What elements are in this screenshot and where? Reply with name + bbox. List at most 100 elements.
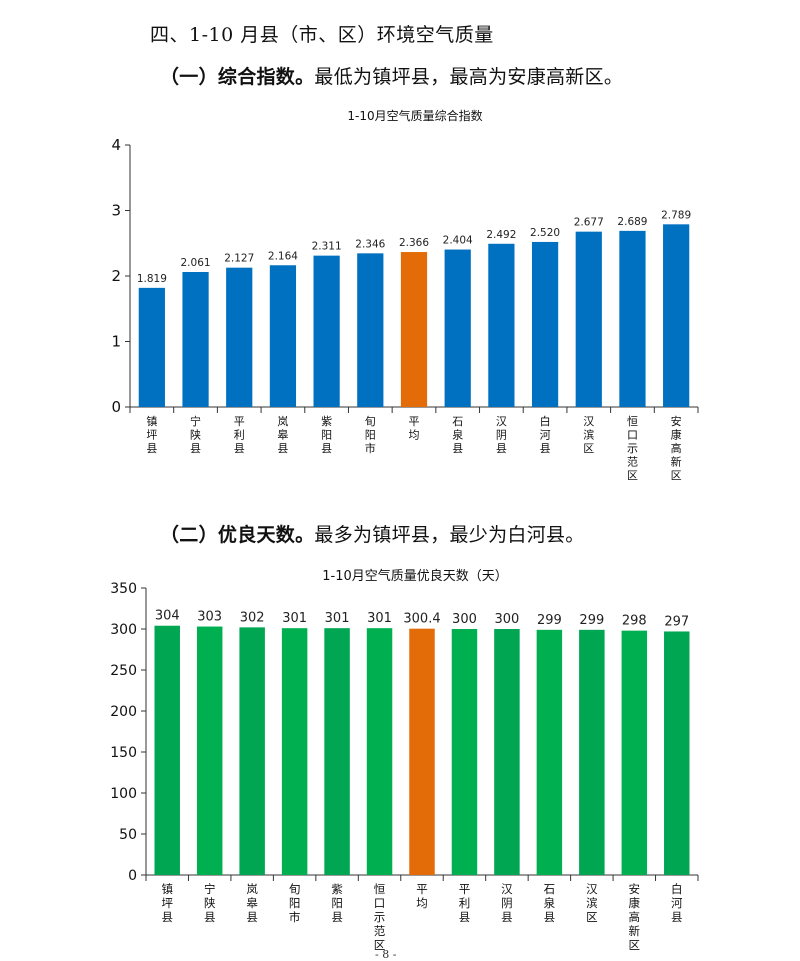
bar-12 bbox=[621, 630, 648, 875]
data-label: 2.492 bbox=[486, 229, 516, 241]
section-heading: 四、1-10 月县（市、区）环境空气质量 bbox=[150, 24, 494, 46]
composite-index-chart: 1-10月空气质量综合指数 0 1 2 3 4 1.819 镇坪县 2.061 宁陕县 2.127 平… bbox=[111, 108, 699, 482]
data-label: 2.311 bbox=[312, 241, 342, 253]
bar-13 bbox=[663, 224, 690, 407]
category-label: 石泉县 bbox=[452, 415, 463, 455]
data-label: 301 bbox=[325, 611, 350, 626]
data-label: 298 bbox=[622, 614, 647, 629]
bar-6 bbox=[366, 628, 393, 875]
category-label: 紫阳县 bbox=[331, 882, 343, 924]
y-tick-label: 50 bbox=[119, 827, 137, 843]
bar-2 bbox=[182, 272, 209, 407]
bar-11 bbox=[579, 629, 605, 875]
category-label: 平利县 bbox=[234, 415, 245, 455]
y-tick-label: 3 bbox=[111, 202, 121, 220]
data-label: 299 bbox=[537, 613, 562, 628]
y-tick-label: 350 bbox=[110, 581, 137, 597]
data-label: 2.127 bbox=[224, 253, 254, 265]
bar-9 bbox=[494, 629, 520, 875]
data-label: 300 bbox=[495, 612, 520, 627]
composite-index-text: 最低为镇坪县，最高为安康高新区。 bbox=[314, 66, 624, 88]
data-label: 302 bbox=[240, 610, 265, 625]
bar-3 bbox=[226, 267, 253, 407]
category-label: 旬阳市 bbox=[289, 882, 301, 924]
category-label: 安康高新区 bbox=[629, 882, 641, 952]
data-label: 2.404 bbox=[443, 235, 473, 247]
category-label: 岚皋县 bbox=[246, 882, 258, 924]
good-days-text: 最多为镇坪县，最少为白河县。 bbox=[314, 524, 585, 546]
y-tick-label: 0 bbox=[111, 398, 121, 416]
chart-title: 1-10月空气质量综合指数 bbox=[347, 108, 482, 123]
bar-4 bbox=[269, 265, 297, 407]
data-label: 299 bbox=[579, 613, 604, 628]
category-label: 白河县 bbox=[540, 414, 551, 455]
chart-title: 1-10月空气质量优良天数（天） bbox=[322, 568, 508, 584]
page-number: - 8 - bbox=[375, 948, 397, 961]
category-label: 汉滨区 bbox=[583, 415, 594, 455]
category-label: 恒口示范区 bbox=[374, 882, 386, 952]
data-label: 2.164 bbox=[268, 250, 298, 262]
bar-4 bbox=[281, 628, 308, 875]
data-label: 301 bbox=[282, 611, 307, 626]
data-label: 300.4 bbox=[403, 612, 440, 627]
composite-index-summary: （一）综合指数。最低为镇坪县，最高为安康高新区。 bbox=[160, 62, 623, 89]
bar-8 bbox=[451, 629, 478, 875]
bar-1 bbox=[154, 625, 180, 875]
y-tick-label: 100 bbox=[110, 786, 137, 802]
category-label: 宁陕县 bbox=[204, 882, 216, 924]
category-label: 白河县 bbox=[671, 882, 683, 924]
bar-10 bbox=[536, 629, 563, 875]
data-label: 2.520 bbox=[530, 227, 560, 239]
bar-2 bbox=[196, 626, 223, 875]
bar-11 bbox=[575, 231, 602, 407]
data-label: 303 bbox=[197, 610, 222, 625]
category-label: 石泉县 bbox=[544, 882, 556, 924]
data-label: 301 bbox=[367, 611, 392, 626]
data-label: 297 bbox=[664, 614, 689, 629]
category-label: 恒口示范区 bbox=[627, 415, 638, 482]
y-tick-label: 250 bbox=[110, 663, 137, 679]
category-label: 旬阳市 bbox=[365, 415, 376, 455]
composite-index-lead: （一）综合指数。 bbox=[160, 66, 315, 88]
bar-7 bbox=[409, 628, 435, 875]
bar-5 bbox=[313, 255, 340, 407]
data-label: 2.366 bbox=[399, 237, 429, 249]
data-label: 2.789 bbox=[661, 209, 691, 221]
category-label: 平均 bbox=[416, 882, 428, 910]
y-tick-label: 200 bbox=[110, 704, 137, 720]
bar-6 bbox=[357, 253, 384, 407]
bar-8 bbox=[444, 249, 471, 407]
data-label: 2.689 bbox=[617, 216, 647, 228]
category-label: 平利县 bbox=[459, 882, 471, 924]
category-label: 镇坪县 bbox=[161, 882, 173, 924]
good-days-chart: 1-10月空气质量优良天数（天） 0 50 100 150 200 250 300 350 304… bbox=[110, 568, 699, 952]
category-label: 汉滨区 bbox=[586, 882, 598, 924]
y-tick-label: 4 bbox=[111, 136, 121, 154]
category-label: 平均 bbox=[409, 415, 420, 442]
bar-7 bbox=[400, 252, 428, 407]
category-label: 岚皋县 bbox=[277, 415, 288, 455]
bar-13 bbox=[664, 631, 690, 875]
y-tick-label: 0 bbox=[128, 868, 137, 884]
data-label: 2.677 bbox=[574, 217, 604, 229]
y-tick-label: 300 bbox=[110, 622, 137, 638]
bar-3 bbox=[239, 627, 265, 875]
category-label: 安康高新区 bbox=[671, 414, 682, 482]
bar-12 bbox=[619, 230, 646, 407]
y-tick-label: 2 bbox=[111, 267, 121, 285]
bar-5 bbox=[324, 628, 350, 875]
category-label: 宁陕县 bbox=[190, 414, 201, 455]
category-label: 汉阴县 bbox=[496, 415, 507, 455]
data-label: 300 bbox=[452, 612, 477, 627]
bar-9 bbox=[488, 243, 515, 407]
bar-1 bbox=[138, 287, 165, 407]
data-label: 1.819 bbox=[137, 273, 167, 285]
data-label: 2.346 bbox=[355, 238, 385, 250]
y-tick-label: 1 bbox=[111, 333, 121, 351]
bar-10 bbox=[531, 241, 559, 407]
category-label: 镇坪县 bbox=[146, 414, 157, 455]
good-days-lead: （二）优良天数。 bbox=[160, 524, 315, 546]
data-label: 2.061 bbox=[181, 257, 211, 269]
category-label: 紫阳县 bbox=[321, 415, 332, 455]
category-label: 汉阴县 bbox=[501, 882, 513, 924]
